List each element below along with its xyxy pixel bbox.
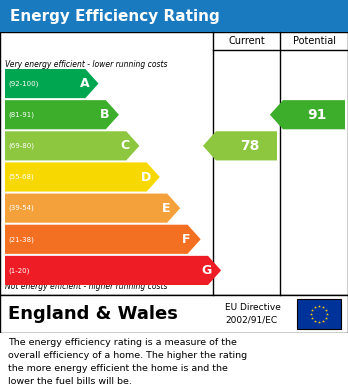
Bar — [0, 32, 348, 295]
Text: 78: 78 — [240, 139, 259, 153]
Text: (69-80): (69-80) — [8, 143, 34, 149]
Text: Current: Current — [228, 36, 265, 46]
Text: Not energy efficient - higher running costs: Not energy efficient - higher running co… — [5, 282, 167, 291]
Text: D: D — [141, 170, 151, 183]
Text: Potential: Potential — [293, 36, 335, 46]
Polygon shape — [270, 100, 345, 129]
Bar — [0, 295, 348, 333]
Text: (92-100): (92-100) — [8, 80, 38, 87]
Text: Very energy efficient - lower running costs: Very energy efficient - lower running co… — [5, 60, 167, 69]
Text: The energy efficiency rating is a measure of the
overall efficiency of a home. T: The energy efficiency rating is a measur… — [8, 338, 247, 386]
Text: (55-68): (55-68) — [8, 174, 34, 180]
Text: (39-54): (39-54) — [8, 205, 34, 212]
Text: B: B — [100, 108, 110, 121]
Polygon shape — [5, 131, 139, 160]
Text: G: G — [202, 264, 212, 277]
Polygon shape — [5, 100, 119, 129]
Bar — [0, 0, 348, 32]
Polygon shape — [5, 194, 180, 223]
Text: E: E — [162, 202, 171, 215]
Bar — [297, 299, 341, 329]
Polygon shape — [5, 256, 221, 285]
Text: EU Directive
2002/91/EC: EU Directive 2002/91/EC — [225, 303, 281, 325]
Polygon shape — [5, 162, 160, 192]
Polygon shape — [5, 69, 98, 98]
Text: 91: 91 — [307, 108, 327, 122]
Bar — [0, 333, 348, 391]
Text: C: C — [121, 139, 130, 152]
Text: (21-38): (21-38) — [8, 236, 34, 242]
Text: (1-20): (1-20) — [8, 267, 29, 274]
Text: (81-91): (81-91) — [8, 111, 34, 118]
Polygon shape — [5, 225, 201, 254]
Polygon shape — [203, 131, 277, 160]
Text: England & Wales: England & Wales — [8, 305, 178, 323]
Text: Energy Efficiency Rating: Energy Efficiency Rating — [10, 9, 220, 23]
Text: F: F — [182, 233, 191, 246]
Text: A: A — [80, 77, 89, 90]
